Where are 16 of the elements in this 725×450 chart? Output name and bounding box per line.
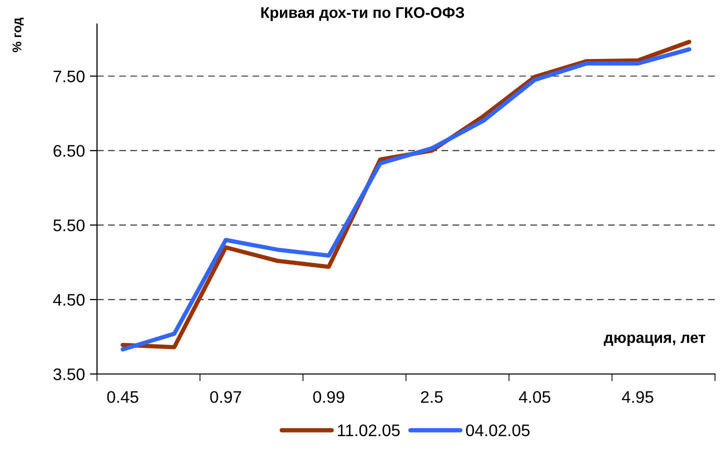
x-tick-label: 0.97: [210, 391, 242, 403]
y-tick-label: 6.50: [54, 144, 85, 157]
chart-title: Кривая дох-ти по ГКО-ОФЗ: [261, 7, 464, 21]
legend-label: 04.02.05: [466, 424, 530, 436]
legend-label: 11.02.05: [338, 424, 400, 436]
x-tick-label: 4.95: [622, 391, 654, 403]
y-axis-title: % год: [12, 18, 24, 52]
x-tick-label: 0.45: [107, 391, 138, 403]
y-tick-label: 5.50: [53, 219, 85, 232]
x-tick-label: 4.05: [518, 391, 550, 403]
y-tick-label: 7.50: [54, 70, 85, 82]
y-tick-label: 3.50: [53, 368, 85, 380]
x-tick-label: 0.99: [313, 391, 344, 403]
y-tick-label: 4.50: [53, 294, 85, 306]
x-tick-label: 2.5: [421, 391, 443, 403]
x-axis-title: дюрация, лет: [604, 334, 706, 346]
